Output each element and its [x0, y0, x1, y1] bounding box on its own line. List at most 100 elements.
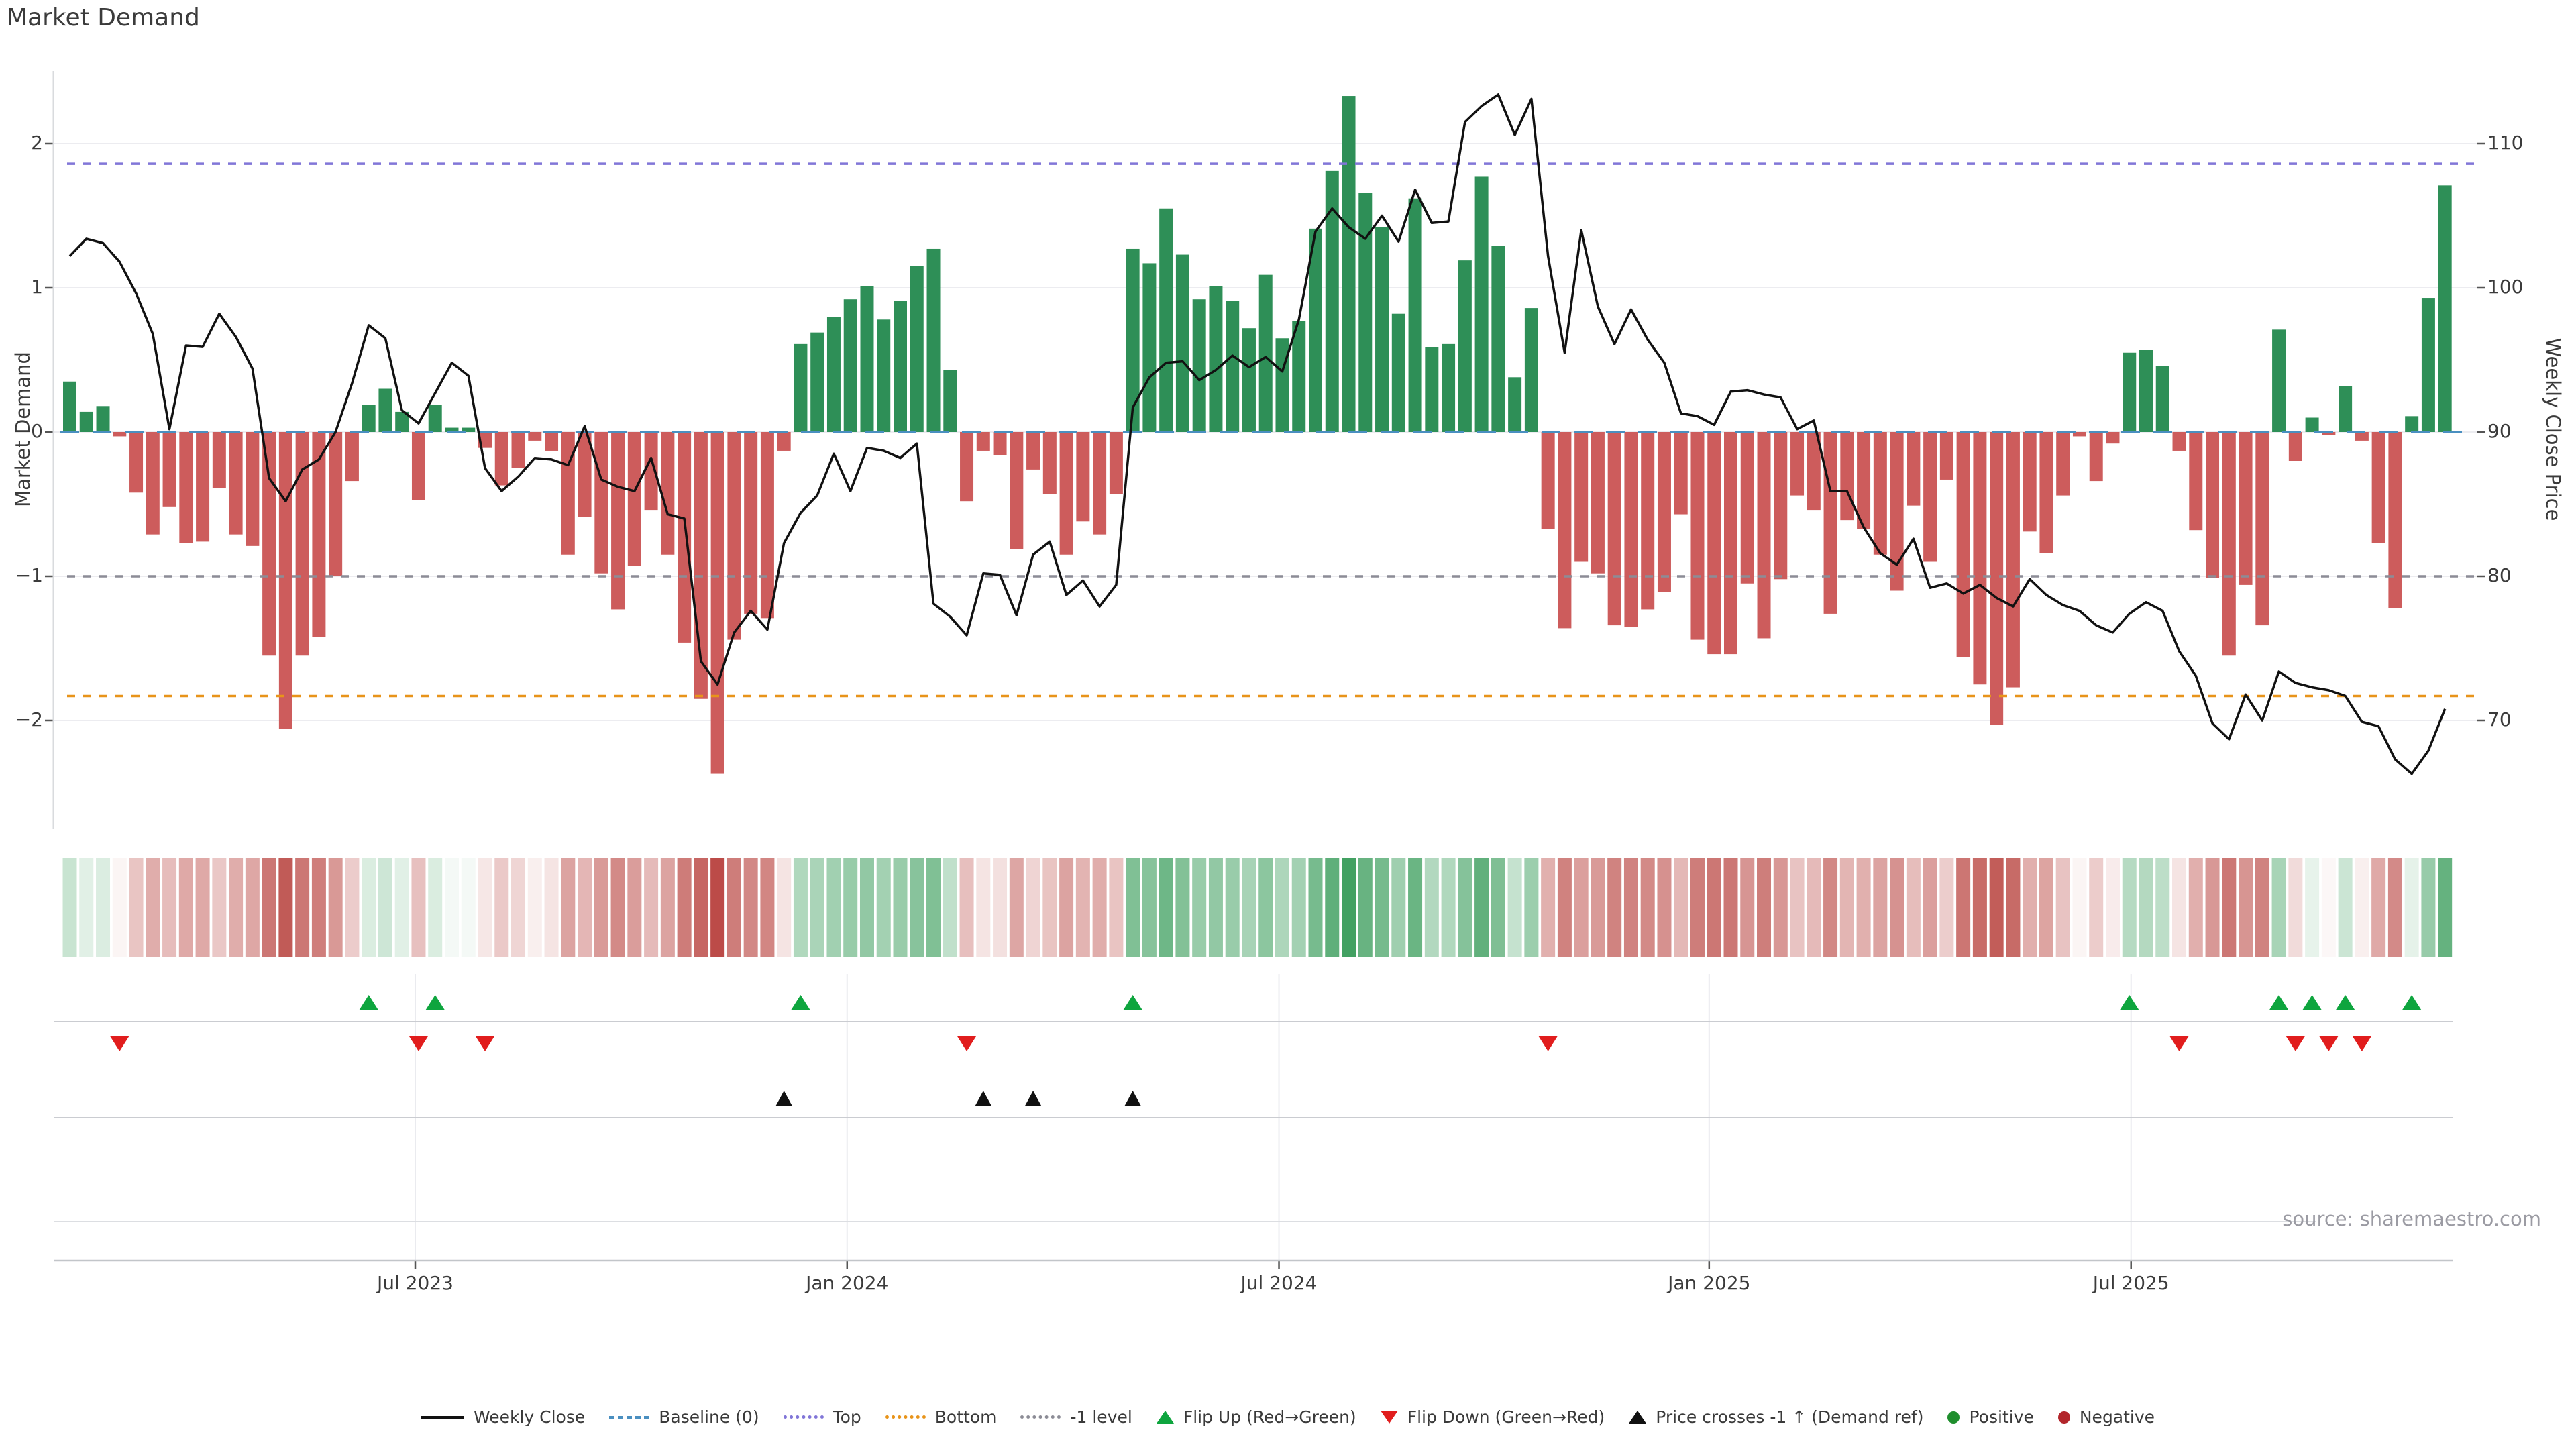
- heatmap-cell: [2089, 858, 2104, 957]
- heatmap-cell: [345, 858, 360, 957]
- demand-bar: [561, 432, 575, 555]
- demand-bar: [1375, 227, 1389, 432]
- heatmap-cell: [793, 858, 808, 957]
- heatmap-cell: [1623, 858, 1638, 957]
- legend-item: Flip Down (Green→Red): [1380, 1407, 1605, 1427]
- heatmap-cell: [511, 858, 526, 957]
- demand-bar: [2072, 432, 2086, 437]
- heatmap-cell: [1856, 858, 1871, 957]
- heatmap-cell: [578, 858, 592, 957]
- heatmap-cell: [1972, 858, 1987, 957]
- heatmap-cell: [1591, 858, 1605, 957]
- heatmap-cell: [2371, 858, 2386, 957]
- heatmap-cell: [1092, 858, 1107, 957]
- heatmap-cell: [2139, 858, 2153, 957]
- flip-up-marker: [2120, 995, 2139, 1010]
- heatmap-cell: [727, 858, 741, 957]
- demand-bar: [960, 432, 974, 502]
- demand-bar: [1807, 432, 1821, 511]
- demand-bar: [1258, 274, 1273, 432]
- legend-swatch-tri-up: [1629, 1411, 1647, 1424]
- heatmap-cell: [1823, 858, 1838, 957]
- heatmap-cell: [1342, 858, 1356, 957]
- heatmap-cell: [1291, 858, 1306, 957]
- legend: Weekly Close Baseline (0) Top Bottom -1 leve…: [0, 1407, 2576, 1427]
- heatmap-cell: [893, 858, 908, 957]
- heatmap-cell: [79, 858, 94, 957]
- heatmap-cell: [1890, 858, 1904, 957]
- heatmap-cell: [1408, 858, 1423, 957]
- heatmap-cell: [677, 858, 692, 957]
- demand-bar: [1175, 254, 1189, 432]
- flip-up-marker: [791, 995, 810, 1010]
- demand-bar: [312, 432, 326, 637]
- heatmap-cell: [1075, 858, 1090, 957]
- heatmap-cell: [976, 858, 991, 957]
- heatmap-cell: [96, 858, 111, 957]
- demand-bar: [262, 432, 276, 656]
- demand-bar: [1774, 432, 1788, 580]
- demand-bar: [2006, 432, 2020, 688]
- flip-up-marker: [425, 995, 445, 1010]
- demand-bar: [1226, 301, 1240, 432]
- demand-bar: [2421, 298, 2435, 432]
- price-cross-marker: [975, 1091, 991, 1106]
- flip-up-marker: [2302, 995, 2322, 1010]
- demand-bar: [1956, 432, 1970, 657]
- demand-bar: [826, 317, 841, 432]
- demand-bar: [794, 343, 808, 432]
- heatmap-cell: [178, 858, 193, 957]
- right-axis-title: Weekly Close Price: [2542, 337, 2565, 521]
- flip-down-marker: [110, 1036, 129, 1051]
- demand-bar: [2438, 185, 2452, 432]
- demand-bar: [710, 432, 724, 774]
- demand-bar: [1442, 343, 1456, 432]
- heatmap-cell: [1009, 858, 1024, 957]
- heatmap-cell: [1391, 858, 1406, 957]
- x-tick-label: Jan 2025: [1668, 1272, 1751, 1294]
- heatmap-cell: [295, 858, 310, 957]
- heatmap-cell: [1275, 858, 1289, 957]
- heatmap-cell: [1159, 858, 1173, 957]
- demand-bar: [96, 406, 110, 432]
- demand-bar: [744, 432, 758, 614]
- demand-bar: [462, 427, 476, 432]
- demand-bar: [113, 432, 127, 437]
- heatmap-cell: [2321, 858, 2336, 957]
- demand-bar: [1275, 338, 1289, 432]
- demand-bar: [2322, 432, 2336, 435]
- heatmap-cell: [494, 858, 509, 957]
- heatmap-cell: [2239, 858, 2253, 957]
- heatmap-cell: [876, 858, 891, 957]
- flip-down-marker: [409, 1036, 428, 1051]
- demand-bar: [993, 432, 1007, 455]
- legend-label: Top: [833, 1407, 861, 1427]
- heatmap-cell: [1458, 858, 1472, 957]
- heatmap-cell: [859, 858, 874, 957]
- flip-up-marker: [359, 995, 378, 1010]
- demand-bar: [246, 432, 260, 546]
- demand-bar: [1209, 286, 1223, 432]
- demand-bar: [1309, 228, 1322, 432]
- demand-bar: [1059, 432, 1073, 555]
- heatmap-cell: [2155, 858, 2170, 957]
- heatmap-cell: [1607, 858, 1622, 957]
- heatmap-cell: [311, 858, 326, 957]
- price-line: [68, 93, 2447, 775]
- heatmap-cell: [1242, 858, 1256, 957]
- demand-bar: [528, 432, 542, 441]
- heatmap-cell: [1109, 858, 1124, 957]
- heatmap-cell: [1192, 858, 1207, 957]
- heatmap-cell: [1839, 858, 1854, 957]
- heatmap-cell: [644, 858, 659, 957]
- heatmap-cell: [2438, 858, 2453, 957]
- demand-bar: [1790, 432, 1805, 496]
- heatmap-cell: [544, 858, 559, 957]
- demand-bar: [1391, 313, 1405, 432]
- demand-bar: [2222, 432, 2236, 656]
- flip-down-marker: [476, 1036, 494, 1051]
- flip-down-marker: [957, 1036, 977, 1051]
- heatmap-cell: [1723, 858, 1738, 957]
- demand-bar: [2388, 432, 2402, 608]
